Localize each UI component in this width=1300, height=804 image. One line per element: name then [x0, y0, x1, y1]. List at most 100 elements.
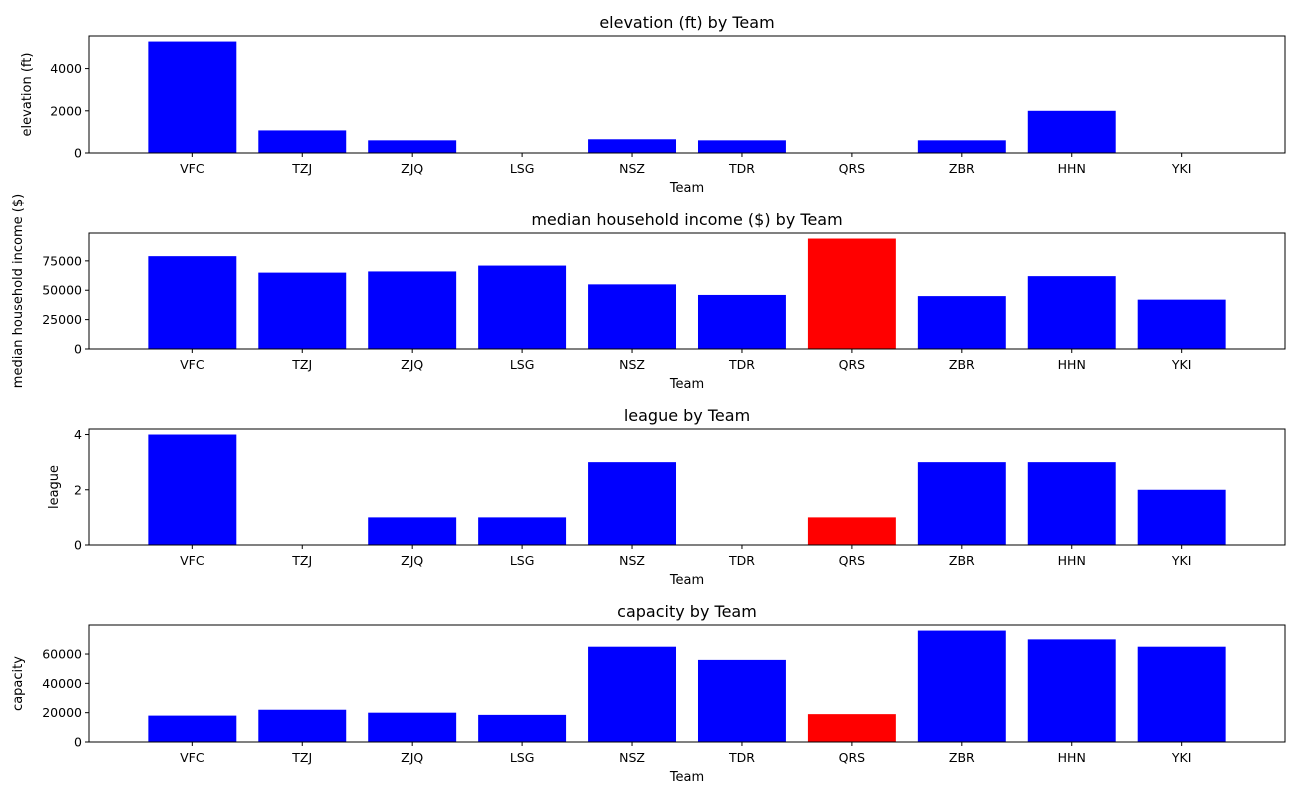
x-tick-label: LSG — [510, 357, 535, 372]
bar-tdr — [698, 660, 786, 742]
chart-title: elevation (ft) by Team — [599, 13, 774, 32]
y-tick-label: 20000 — [42, 705, 82, 720]
bar-zjq — [368, 713, 456, 742]
bar-qrs — [808, 239, 896, 349]
bar-qrs — [808, 517, 896, 545]
bar-vfc — [148, 716, 236, 742]
x-tick-label: VFC — [180, 553, 205, 568]
bar-zbr — [918, 140, 1006, 153]
x-tick-label: QRS — [839, 750, 866, 765]
bar-hhn — [1028, 276, 1116, 349]
x-tick-label: TZJ — [291, 161, 312, 176]
x-tick-label: TDR — [728, 553, 755, 568]
x-axis-label: Team — [669, 770, 704, 785]
x-axis-label: Team — [669, 377, 704, 392]
x-tick-label: ZJQ — [401, 750, 423, 765]
bar-tzj — [258, 710, 346, 742]
x-tick-label: ZBR — [949, 750, 975, 765]
y-tick-label: 0 — [74, 735, 82, 750]
bar-qrs — [808, 714, 896, 742]
bar-lsg — [478, 517, 566, 545]
x-tick-label: NSZ — [619, 357, 645, 372]
x-tick-label: LSG — [510, 750, 535, 765]
bar-vfc — [148, 42, 236, 153]
bar-zjq — [368, 517, 456, 545]
chart-title: capacity by Team — [617, 602, 757, 621]
y-axis-label: median household income ($) — [11, 194, 26, 388]
x-tick-label: TZJ — [291, 357, 312, 372]
bar-hhn — [1028, 639, 1116, 742]
y-tick-label: 50000 — [42, 283, 82, 298]
bar-yki — [1138, 647, 1226, 742]
y-tick-label: 0 — [74, 146, 82, 161]
x-tick-label: ZBR — [949, 553, 975, 568]
x-tick-label: NSZ — [619, 750, 645, 765]
x-tick-label: NSZ — [619, 553, 645, 568]
x-tick-label: VFC — [180, 161, 205, 176]
bar-lsg — [478, 715, 566, 742]
x-tick-label: VFC — [180, 750, 205, 765]
x-tick-label: VFC — [180, 357, 205, 372]
bar-yki — [1138, 300, 1226, 349]
x-tick-label: ZJQ — [401, 161, 423, 176]
y-tick-label: 25000 — [42, 312, 82, 327]
bar-zbr — [918, 631, 1006, 742]
x-tick-label: NSZ — [619, 161, 645, 176]
x-tick-label: YKI — [1171, 357, 1192, 372]
bar-nsz — [588, 647, 676, 742]
x-tick-label: TZJ — [291, 750, 312, 765]
x-tick-label: YKI — [1171, 161, 1192, 176]
y-axis-label: league — [47, 465, 62, 509]
y-axis-label: capacity — [11, 656, 26, 711]
y-tick-label: 2000 — [50, 103, 82, 118]
y-tick-label: 40000 — [42, 676, 82, 691]
x-tick-label: HHN — [1058, 553, 1086, 568]
y-tick-label: 2 — [74, 482, 82, 497]
y-tick-label: 4000 — [50, 61, 82, 76]
x-tick-label: QRS — [839, 161, 866, 176]
bar-zbr — [918, 462, 1006, 545]
bar-yki — [1138, 490, 1226, 545]
y-axis-label: elevation (ft) — [20, 53, 35, 137]
x-tick-label: YKI — [1171, 750, 1192, 765]
bar-zjq — [368, 271, 456, 349]
x-tick-label: TZJ — [291, 553, 312, 568]
y-tick-label: 75000 — [42, 253, 82, 268]
bar-vfc — [148, 256, 236, 349]
bar-vfc — [148, 435, 236, 545]
x-axis-label: Team — [669, 181, 704, 196]
bar-hhn — [1028, 462, 1116, 545]
bar-zbr — [918, 296, 1006, 349]
bar-nsz — [588, 139, 676, 153]
x-tick-label: ZJQ — [401, 357, 423, 372]
x-tick-label: HHN — [1058, 750, 1086, 765]
x-tick-label: ZJQ — [401, 553, 423, 568]
bar-hhn — [1028, 111, 1116, 153]
bar-nsz — [588, 462, 676, 545]
x-tick-label: LSG — [510, 161, 535, 176]
x-tick-label: ZBR — [949, 161, 975, 176]
bar-tzj — [258, 273, 346, 349]
x-tick-label: HHN — [1058, 357, 1086, 372]
x-tick-label: TDR — [728, 357, 755, 372]
bar-tzj — [258, 130, 346, 153]
x-tick-label: QRS — [839, 357, 866, 372]
chart-title: league by Team — [624, 406, 750, 425]
bar-zjq — [368, 140, 456, 153]
x-tick-label: YKI — [1171, 553, 1192, 568]
bar-tdr — [698, 295, 786, 349]
bar-nsz — [588, 284, 676, 349]
bar-tdr — [698, 140, 786, 153]
x-tick-label: LSG — [510, 553, 535, 568]
y-tick-label: 60000 — [42, 647, 82, 662]
x-tick-label: QRS — [839, 553, 866, 568]
x-tick-label: HHN — [1058, 161, 1086, 176]
x-axis-label: Team — [669, 573, 704, 588]
bar-lsg — [478, 266, 566, 349]
y-tick-label: 0 — [74, 538, 82, 553]
chart-title: median household income ($) by Team — [531, 210, 842, 229]
y-tick-label: 0 — [74, 342, 82, 357]
x-tick-label: TDR — [728, 750, 755, 765]
